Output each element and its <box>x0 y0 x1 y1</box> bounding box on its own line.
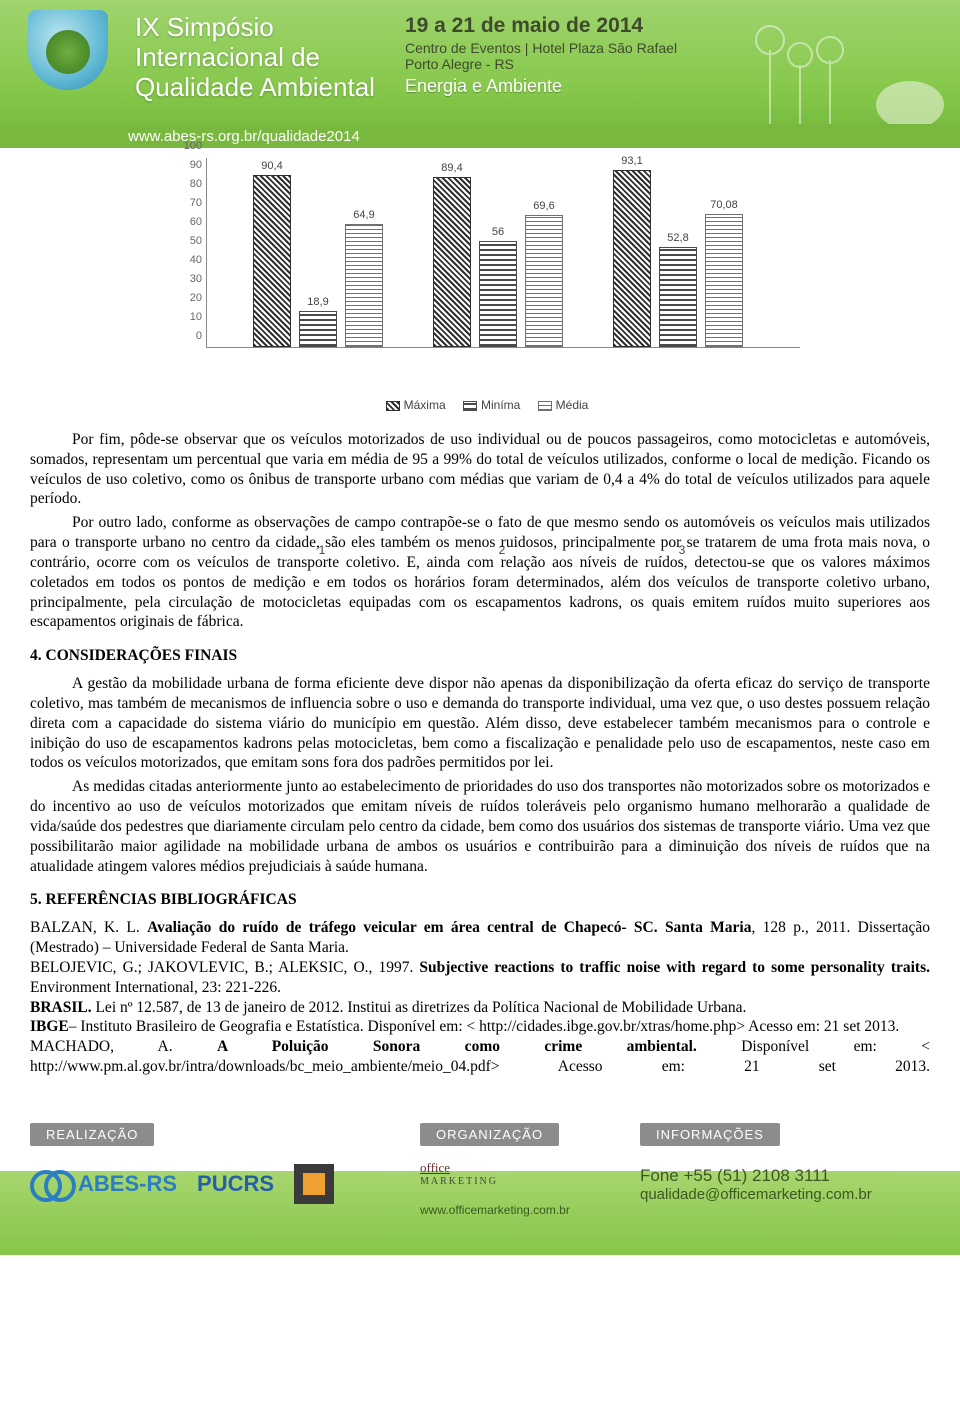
reference-item: BELOJEVIC, G.; JAKOVLEVIC, B.; ALEKSIC, … <box>30 958 930 998</box>
org-url: www.officemarketing.com.br <box>420 1203 570 1217</box>
y-tick: 0 <box>196 330 202 342</box>
legend-swatch-maxima <box>386 401 400 411</box>
bar-maxima: 89,4 <box>433 177 471 347</box>
y-tick: 90 <box>190 159 202 171</box>
y-tick: 40 <box>190 254 202 266</box>
section-heading-4: 4. CONSIDERAÇÕES FINAIS <box>30 646 930 666</box>
bar-value-label: 89,4 <box>434 162 470 174</box>
x-tick-label: 1 <box>247 543 397 557</box>
bar-media: 70,08 <box>705 214 743 347</box>
reference-item: IBGE– Instituto Brasileiro de Geografia … <box>30 1017 930 1037</box>
title-line-3: Qualidade Ambiental <box>135 72 375 102</box>
title-line-2: Internacional de <box>135 42 375 72</box>
footer: REALIZAÇÃO ABES-RS PUCRS ORGANIZAÇÃO off… <box>0 1123 960 1255</box>
event-theme: Energia e Ambiente <box>405 76 677 97</box>
event-logo <box>28 10 123 110</box>
section-heading-5: 5. REFERÊNCIAS BIBLIOGRÁFICAS <box>30 890 930 910</box>
x-tick-label: 2 <box>427 543 577 557</box>
event-venue-1: Centro de Eventos | Hotel Plaza São Rafa… <box>405 40 677 56</box>
bar-value-label: 93,1 <box>614 155 650 167</box>
plot-area: 90,418,964,9189,45669,6293,152,870,083 <box>206 158 800 348</box>
bar-value-label: 70,08 <box>706 199 742 211</box>
bar-value-label: 64,9 <box>346 209 382 221</box>
bar-value-label: 56 <box>480 226 516 238</box>
y-tick: 60 <box>190 216 202 228</box>
logo-abes: ABES-RS <box>30 1170 177 1198</box>
banner-decor-icon <box>750 10 950 138</box>
event-details: 19 a 21 de maio de 2014 Centro de Evento… <box>405 14 677 110</box>
article-body: Por fim, pôde-se observar que os veículo… <box>0 412 960 1087</box>
legend-label: Miníma <box>481 398 520 412</box>
bar-value-label: 18,9 <box>300 296 336 308</box>
x-tick-label: 3 <box>607 543 757 557</box>
bar-media: 64,9 <box>345 224 383 347</box>
bar-value-label: 90,4 <box>254 160 290 172</box>
paragraph: A gestão da mobilidade urbana de forma e… <box>30 674 930 773</box>
legend-swatch-media <box>538 401 552 411</box>
reference-item: BRASIL. Lei nº 12.587, de 13 de janeiro … <box>30 998 930 1018</box>
legend-label: Média <box>556 398 589 412</box>
paragraph: Por fim, pôde-se observar que os veículo… <box>30 430 930 509</box>
y-tick: 100 <box>184 140 202 152</box>
legend-swatch-minima <box>463 401 477 411</box>
bar-maxima: 93,1 <box>613 170 651 347</box>
bar-chart: 0 10 20 30 40 50 60 70 80 90 100 90,418,… <box>160 158 800 412</box>
bar-minima: 56 <box>479 241 517 347</box>
y-axis: 0 10 20 30 40 50 60 70 80 90 100 <box>160 158 206 348</box>
title-line-1: IX Simpósio <box>135 12 375 42</box>
contact-phone: Fone +55 (51) 2108 3111 <box>640 1166 872 1186</box>
bar-media: 69,6 <box>525 215 563 347</box>
logo-office-marketing: office MARKETING <box>420 1160 570 1187</box>
reference-item: BALZAN, K. L. Avaliação do ruído de tráf… <box>30 918 930 958</box>
bar-minima: 52,8 <box>659 247 697 347</box>
y-tick: 80 <box>190 178 202 190</box>
bar-maxima: 90,4 <box>253 175 291 347</box>
bar-value-label: 69,6 <box>526 200 562 212</box>
legend-label: Máxima <box>404 398 446 412</box>
paragraph: As medidas citadas anteriormente junto a… <box>30 777 930 876</box>
y-tick: 20 <box>190 292 202 304</box>
footer-tag-organizacao: ORGANIZAÇÃO <box>420 1123 559 1146</box>
header-banner: IX Simpósio Internacional de Qualidade A… <box>0 0 960 148</box>
chart-legend: Máxima Miníma Média <box>160 398 800 412</box>
bar-minima: 18,9 <box>299 311 337 347</box>
bar-value-label: 52,8 <box>660 232 696 244</box>
footer-informacoes: INFORMAÇÕES Fone +55 (51) 2108 3111 qual… <box>640 1123 872 1203</box>
footer-tag-realizacao: REALIZAÇÃO <box>30 1123 154 1146</box>
logo-pucrs: PUCRS <box>197 1171 274 1197</box>
logo-square-icon <box>294 1164 334 1204</box>
reference-item: MACHADO, A. A Poluição Sonora como crime… <box>30 1037 930 1077</box>
event-venue-2: Porto Alegre - RS <box>405 56 677 72</box>
y-tick: 10 <box>190 311 202 323</box>
y-tick: 30 <box>190 273 202 285</box>
footer-realizacao: REALIZAÇÃO ABES-RS PUCRS <box>30 1123 334 1204</box>
event-url: www.abes-rs.org.br/qualidade2014 <box>128 128 360 145</box>
paragraph: Por outro lado, conforme as observações … <box>30 513 930 632</box>
y-tick: 50 <box>190 235 202 247</box>
y-tick: 70 <box>190 197 202 209</box>
footer-organizacao: ORGANIZAÇÃO office MARKETING www.officem… <box>420 1123 570 1217</box>
references: BALZAN, K. L. Avaliação do ruído de tráf… <box>30 918 930 1077</box>
event-title: IX Simpósio Internacional de Qualidade A… <box>135 12 375 110</box>
footer-tag-informacoes: INFORMAÇÕES <box>640 1123 780 1146</box>
contact-email: qualidade@officemarketing.com.br <box>640 1186 872 1203</box>
event-date: 19 a 21 de maio de 2014 <box>405 14 677 38</box>
